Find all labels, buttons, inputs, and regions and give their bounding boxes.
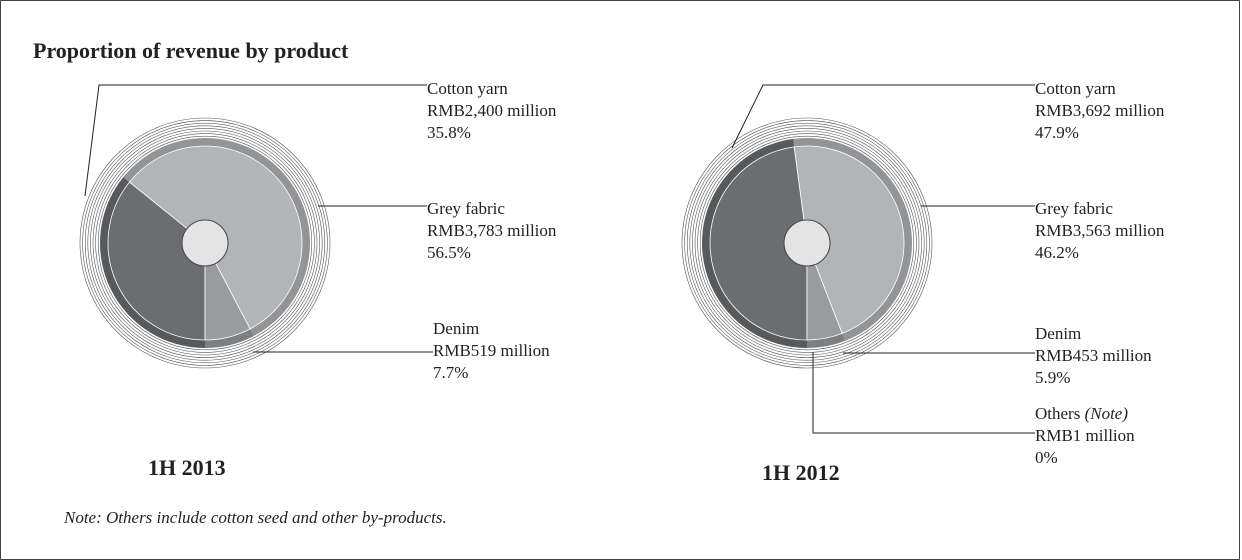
pie-1h-2012-label-grey-fabric: Grey fabric RMB3,563 million 46.2%: [1035, 199, 1165, 262]
pie-1h-2012-outer-ring: [697, 133, 917, 353]
pie-1h-2013-outer-ring: [95, 133, 315, 353]
pie-1h-2012-outer-ring: [681, 117, 933, 369]
pie-1h-2012-outer-ring: [689, 125, 925, 361]
chart-title: Proportion of revenue by product: [33, 38, 349, 63]
pie-1h-2013-center-hole: [181, 219, 229, 267]
pie-1h-2012-outer-ring: [692, 128, 922, 358]
pie-1h-2013-period-label: 1H 2013: [148, 455, 226, 480]
pie-1h-2012-label-cotton-yarn: Cotton yarn RMB3,692 million 47.9%: [1035, 79, 1165, 142]
pie-1h-2013-outer-ring: [79, 117, 331, 369]
pie-1h-2012-period-label: 1H 2012: [762, 460, 840, 485]
pie-1h-2012-outer-ring: [684, 120, 930, 366]
pie-1h-2013-outer-ring: [87, 125, 323, 361]
pie-charts: Cotton yarn RMB2,400 million 35.8% Grey fab…: [79, 79, 1165, 485]
pie-1h-2012-outer-ring: [686, 122, 928, 364]
pie-1h-2012-outer-ring: [699, 135, 915, 351]
footnote: Note: Others include cotton seed and oth…: [64, 508, 447, 527]
pie-1h-2013-label-grey-fabric: Grey fabric RMB3,783 million 56.5%: [427, 199, 557, 262]
pie-1h-2012-leader-others: [812, 352, 1035, 434]
pie-1h-2013-slice-cotton-yarn: [107, 181, 206, 341]
pie-1h-2013-leader-cotton-yarn: [84, 84, 427, 197]
pie-1h-2013-label-cotton-yarn: Cotton yarn RMB2,400 million 35.8%: [427, 79, 557, 142]
pie-1h-2012-label-denim: Denim RMB453 million 5.9%: [1035, 324, 1152, 387]
pie-1h-2012-slice-denim: [806, 242, 843, 341]
pie-1h-2013-outer-ring: [92, 130, 318, 356]
pie-1h-2012-slice-grey-fabric: [793, 145, 905, 334]
pie-1h-2012-center-hole: [783, 219, 831, 267]
pie-1h-2013-outer-ring: [97, 135, 313, 351]
pie-1h-2012-slice-cotton-yarn: [709, 146, 808, 341]
pie-1h-2013-label-denim: Denim RMB519 million 7.7%: [433, 319, 550, 382]
pie-1h-2013-outer-ring: [82, 120, 328, 366]
pie-1h-2013-outer-ring: [90, 128, 320, 358]
pie-1h-2012-label-others: Others (Note) RMB1 million 0%: [1035, 404, 1135, 467]
pie-1h-2013-outer-ring: [84, 122, 326, 364]
pie-1h-2013-slice-denim: [204, 242, 251, 341]
pie-1h-2012-outer-ring: [694, 130, 920, 356]
pie-1h-2012-leader-cotton-yarn: [731, 84, 1035, 149]
